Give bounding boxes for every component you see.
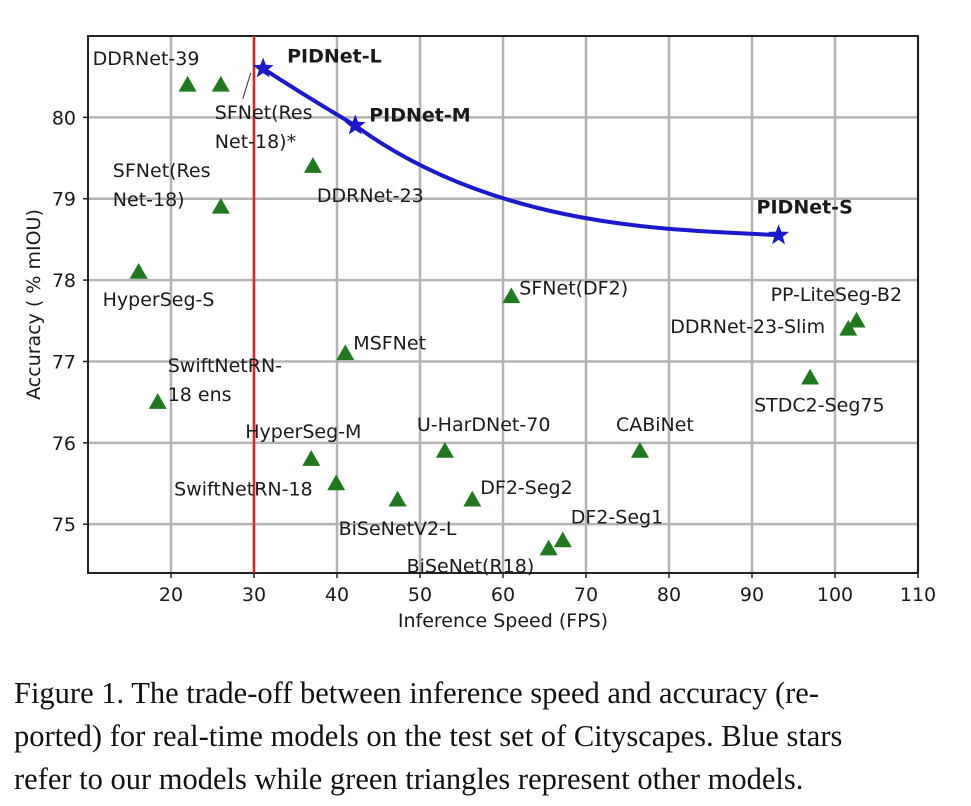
- triangle-marker: [336, 344, 355, 361]
- triangle-marker: [630, 441, 649, 458]
- triangle-marker: [211, 75, 230, 92]
- triangle-point-label: DDRNet-39: [93, 48, 200, 70]
- triangle-point-label: BiSeNet(R18): [407, 556, 535, 578]
- triangle-point-label: DDRNet-23-Slim: [670, 316, 825, 338]
- triangle-point-label: SFNet(Res: [113, 160, 211, 182]
- x-tick-label: 80: [657, 584, 681, 606]
- triangle-point-label: SwiftNetRN-18: [174, 479, 312, 501]
- star-marker: [768, 224, 789, 245]
- pidnet-trend-curve: [261, 66, 781, 238]
- triangle-marker: [553, 531, 572, 548]
- y-tick-label: 77: [52, 351, 76, 373]
- triangle-point-label: STDC2-Seg75: [754, 395, 885, 417]
- triangle-marker: [302, 450, 321, 466]
- triangle-point-label: DF2-Seg1: [571, 506, 663, 528]
- triangle-point-label: HyperSeg-M: [245, 421, 361, 443]
- star-point-label: PIDNet-M: [369, 105, 470, 127]
- triangle-point-label: PP-LiteSeg-B2: [771, 284, 902, 306]
- x-tick-label: 30: [242, 584, 266, 606]
- y-tick-label: 80: [52, 107, 76, 129]
- triangle-marker: [327, 474, 346, 491]
- label-connector: [242, 72, 252, 99]
- triangle-marker: [839, 319, 858, 336]
- y-tick-label: 78: [52, 270, 76, 292]
- star-marker: [252, 57, 274, 78]
- caption-line-2: ported) for real-time models on the test…: [14, 719, 843, 753]
- triangle-point-label: HyperSeg-S: [103, 289, 215, 311]
- triangle-marker: [388, 490, 407, 507]
- star-point-label: PIDNet-L: [287, 46, 382, 68]
- triangle-point-label: SFNet(Res: [215, 102, 313, 124]
- triangle-marker: [178, 75, 197, 92]
- triangle-point-label: SFNet(DF2): [519, 277, 628, 299]
- caption-line-3: refer to our models while green triangle…: [14, 762, 804, 796]
- triangle-marker: [129, 262, 148, 279]
- x-tick-label: 20: [159, 584, 183, 606]
- triangle-point-label: 18 ens: [168, 384, 232, 406]
- x-tick-label: 70: [574, 584, 598, 606]
- triangle-marker: [539, 539, 558, 556]
- caption-line-1: Figure 1. The trade-off between inferenc…: [14, 676, 820, 710]
- triangle-marker: [847, 311, 866, 328]
- triangle-marker: [211, 197, 230, 214]
- triangle-point-label: DDRNet-23: [317, 185, 424, 207]
- star-point-label: PIDNet-S: [757, 196, 853, 218]
- x-tick-label: 60: [491, 584, 515, 606]
- triangle-marker: [435, 441, 454, 458]
- y-tick-label: 75: [52, 514, 76, 536]
- figure-caption: Figure 1. The trade-off between inferenc…: [14, 672, 959, 801]
- x-tick-label: 40: [325, 584, 349, 606]
- triangle-marker: [502, 287, 521, 304]
- triangle-point-label: BiSeNetV2-L: [339, 518, 457, 540]
- triangle-marker: [463, 490, 482, 507]
- triangle-marker: [801, 368, 820, 385]
- triangle-point-label: SwiftNetRN-: [168, 355, 282, 377]
- x-tick-label: 50: [408, 584, 432, 606]
- triangle-point-label: U-HarDNet-70: [417, 414, 551, 436]
- x-tick-label: 90: [740, 584, 764, 606]
- y-tick-label: 79: [52, 189, 76, 211]
- triangle-point-label: Net-18)*: [215, 131, 296, 153]
- triangle-marker: [148, 393, 167, 409]
- triangle-point-label: MSFNet: [353, 332, 426, 354]
- triangle-point-label: Net-18): [113, 189, 185, 211]
- x-tick-label: 100: [817, 584, 853, 606]
- y-tick-label: 76: [52, 433, 76, 455]
- y-axis-title: Accuracy ( % mIOU): [23, 209, 45, 400]
- triangle-point-label: CABiNet: [616, 414, 694, 436]
- triangle-marker: [303, 157, 322, 173]
- scatter-chart: 20 30 40 50 60 70 80 90 100 110 75 76 77 78 79 80 Infere…: [23, 35, 936, 632]
- star-marker: [344, 114, 366, 135]
- x-axis-title: Inference Speed (FPS): [398, 610, 608, 632]
- triangle-point-label: DF2-Seg2: [480, 477, 572, 499]
- x-tick-label: 110: [900, 584, 936, 606]
